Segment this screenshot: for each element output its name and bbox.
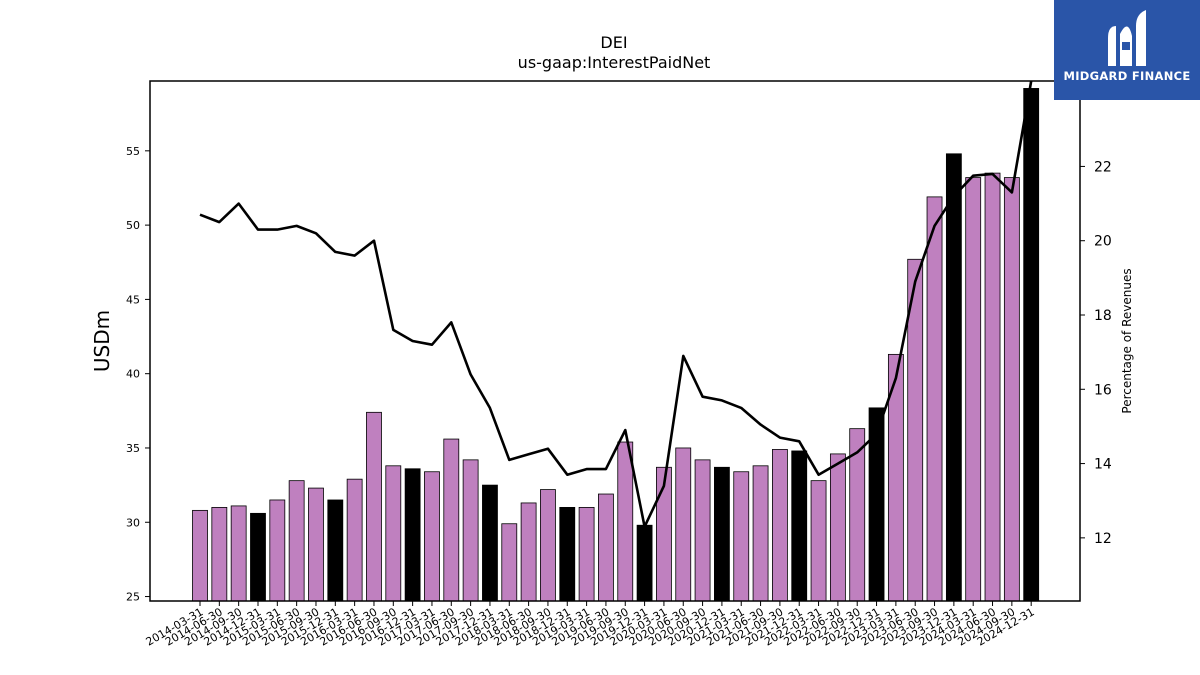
bar-2021-06-30 xyxy=(752,465,769,602)
bar-2017-12-31 xyxy=(482,484,498,602)
y2-tick-label: 18 xyxy=(1094,308,1112,324)
bar-2014-12-31 xyxy=(250,512,266,602)
bar-2017-03-31 xyxy=(424,471,440,602)
bar-2024-06-30 xyxy=(984,172,1001,602)
bar-2024-03-31 xyxy=(965,177,982,602)
bar-2020-09-30 xyxy=(694,459,711,602)
bar-2015-03-31 xyxy=(269,499,286,602)
logo-text: MIDGARD FINANCE xyxy=(1063,69,1191,83)
y-axis-right: 12 14 16 18 20 22 xyxy=(1080,159,1112,547)
bar-2014-09-30 xyxy=(230,505,247,602)
bar-2018-12-31 xyxy=(559,506,576,602)
y-axis-left: 25 30 35 40 45 50 55 xyxy=(126,145,150,604)
bar-2016-12-31 xyxy=(404,468,421,602)
bar-2024-12-31 xyxy=(1023,88,1040,602)
bar-2015-09-30 xyxy=(308,487,324,602)
bar-2017-06-30 xyxy=(443,438,460,602)
bar-2018-06-30 xyxy=(520,502,537,602)
y-tick-label: 30 xyxy=(126,516,140,529)
brand-logo: MIDGARD FINANCE xyxy=(1054,0,1200,100)
bar-2019-03-31 xyxy=(578,506,595,602)
y2-tick-label: 22 xyxy=(1094,159,1112,175)
bar-2018-09-30 xyxy=(540,489,556,602)
bar-2016-03-31 xyxy=(346,478,363,602)
y-axis-label: USDm xyxy=(90,310,114,372)
bar-2019-06-30 xyxy=(598,493,614,602)
y2-axis-label: Percentage of Revenues xyxy=(1120,268,1134,413)
bar-2022-12-31 xyxy=(868,407,885,602)
bar-2017-09-30 xyxy=(462,459,479,602)
bar-2022-03-31 xyxy=(810,480,827,602)
y2-tick-label: 12 xyxy=(1094,531,1112,547)
bar-2020-12-31 xyxy=(714,466,730,602)
plot-frame xyxy=(149,80,1081,602)
y2-tick-label: 16 xyxy=(1094,382,1112,398)
bar-2014-03-31 xyxy=(192,509,208,602)
line-layer xyxy=(199,80,1033,529)
bar-2019-09-30 xyxy=(617,441,634,602)
y2-tick-label: 14 xyxy=(1094,457,1112,473)
chart-title: DEI xyxy=(600,33,627,52)
bar-2021-03-31 xyxy=(733,471,750,602)
bar-2024-09-30 xyxy=(1003,177,1020,602)
y-tick-label: 55 xyxy=(126,145,140,158)
revenue-percentage-line xyxy=(199,80,1033,529)
midgard-logo-icon xyxy=(1108,10,1146,66)
y-tick-label: 35 xyxy=(126,442,140,455)
bar-2014-06-30 xyxy=(211,506,228,602)
y-tick-label: 25 xyxy=(126,591,140,604)
bar-2023-12-31 xyxy=(945,153,962,602)
bar-2016-09-30 xyxy=(385,465,402,602)
y2-tick-label: 20 xyxy=(1094,234,1112,250)
bar-2018-03-31 xyxy=(501,523,518,602)
bar-2021-12-31 xyxy=(791,450,808,602)
bar-2019-12-31 xyxy=(636,524,653,602)
bar-2020-06-30 xyxy=(675,447,692,602)
bars xyxy=(192,88,1040,602)
chart-subtitle: us-gaap:InterestPaidNet xyxy=(518,53,711,72)
bar-2015-06-30 xyxy=(288,480,305,602)
x-axis: 2014-03-312014-06-302014-09-302014-12-31… xyxy=(144,601,1037,649)
bar-2015-12-31 xyxy=(327,499,344,602)
y-tick-label: 45 xyxy=(126,293,140,306)
bar-2021-09-30 xyxy=(772,449,788,602)
y-tick-label: 40 xyxy=(126,368,140,381)
y-tick-label: 50 xyxy=(126,219,140,232)
bar-2016-06-30 xyxy=(366,411,382,602)
bar-2023-09-30 xyxy=(926,196,943,602)
bar-2022-06-30 xyxy=(829,453,846,602)
